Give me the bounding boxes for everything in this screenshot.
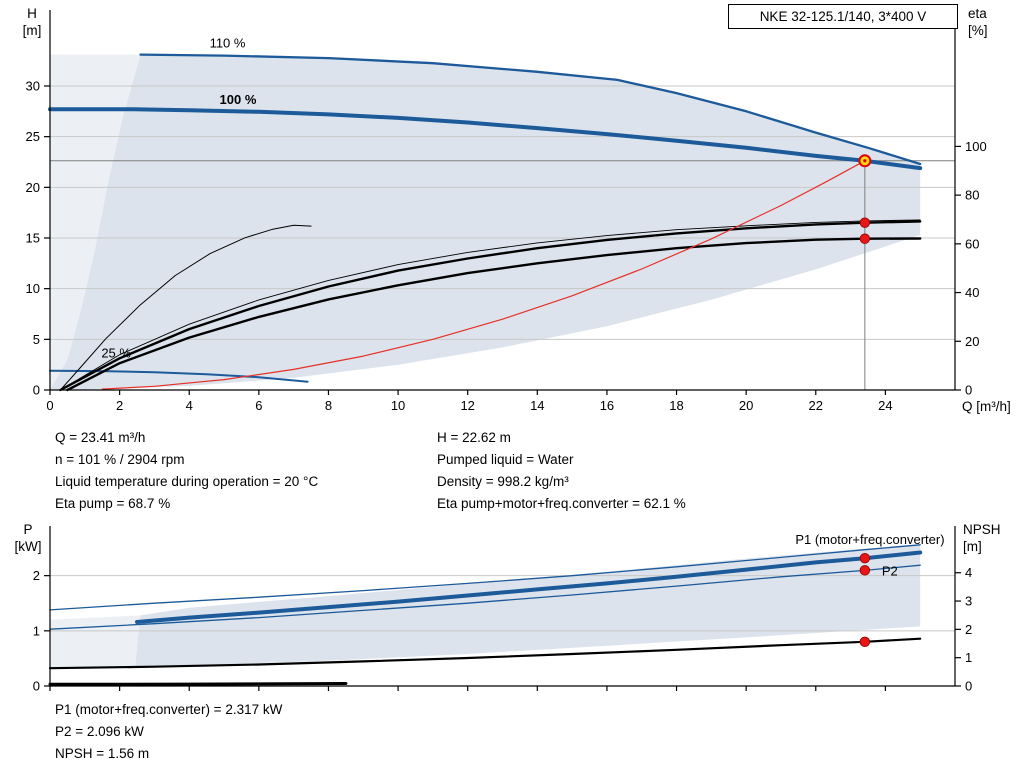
left-tick-label: 2 bbox=[33, 568, 40, 583]
right-tick-label: 3 bbox=[965, 594, 972, 609]
x-tick-label: 2 bbox=[116, 398, 123, 413]
p2-curve bbox=[49, 564, 921, 630]
x-tick-label: 18 bbox=[669, 398, 683, 413]
right-tick-label: 40 bbox=[965, 285, 979, 300]
right-tick-label: 0 bbox=[965, 679, 972, 694]
x-tick-label: 24 bbox=[878, 398, 892, 413]
p-upper-limit-curve bbox=[49, 544, 921, 611]
eta-axis-symbol: eta bbox=[968, 6, 987, 21]
info-line-density: Density = 998.2 kg/m³ bbox=[437, 474, 569, 489]
left-tick-label: 0 bbox=[33, 383, 40, 398]
p-axis-title: P [kW] bbox=[8, 521, 48, 555]
curve-label: 25 % bbox=[101, 346, 131, 361]
q-axis-title: Q [m³/h] bbox=[962, 398, 1011, 415]
power-info: P1 (motor+freq.converter) = 2.317 kW P2 … bbox=[55, 699, 282, 765]
npsh-axis-symbol: NPSH bbox=[963, 522, 1001, 537]
eta-pump-curve bbox=[59, 220, 922, 392]
left-tick-label: 15 bbox=[26, 231, 40, 246]
h-axis-title: H [m] bbox=[12, 5, 52, 39]
q-axis-label: Q [m³/h] bbox=[962, 399, 1011, 414]
right-tick-label: 2 bbox=[965, 622, 972, 637]
x-tick-label: 0 bbox=[46, 398, 53, 413]
curve-label: 110 % bbox=[210, 35, 246, 50]
info-line-n: n = 101 % / 2904 rpm bbox=[55, 452, 185, 467]
eta-axis-unit: [%] bbox=[968, 23, 988, 38]
curve-110pct bbox=[139, 53, 922, 166]
info-line-eta-pump: Eta pump = 68.7 % bbox=[55, 496, 171, 511]
right-tick-label: 80 bbox=[965, 188, 979, 203]
h-axis-symbol: H bbox=[27, 6, 37, 21]
duty-info-right: H = 22.62 m Pumped liquid = Water Densit… bbox=[437, 427, 686, 515]
eta-axis-title: eta [%] bbox=[968, 5, 988, 39]
left-tick-label: 20 bbox=[26, 180, 40, 195]
info-line-npsh: NPSH = 1.56 m bbox=[55, 746, 150, 761]
right-tick-label: 4 bbox=[965, 565, 972, 580]
system-curve bbox=[101, 160, 866, 390]
info-line-q: Q = 23.41 m³/h bbox=[55, 430, 146, 445]
right-tick-label: 100 bbox=[965, 139, 987, 154]
eta-reduced-curve bbox=[59, 224, 312, 391]
curve-label: P2 bbox=[882, 564, 898, 579]
pump-title-box: NKE 32-125.1/140, 3*400 V bbox=[728, 4, 958, 29]
right-tick-label: 0 bbox=[965, 383, 972, 398]
info-line-temperature: Liquid temperature during operation = 20… bbox=[55, 474, 319, 489]
duty-info-left: Q = 23.41 m³/h n = 101 % / 2904 rpm Liqu… bbox=[55, 427, 318, 515]
x-tick-label: 10 bbox=[391, 398, 405, 413]
left-tick-label: 25 bbox=[26, 129, 40, 144]
x-tick-label: 6 bbox=[255, 398, 262, 413]
left-tick-label: 1 bbox=[33, 623, 40, 638]
left-tick-label: 5 bbox=[33, 332, 40, 347]
right-tick-label: 60 bbox=[965, 236, 979, 251]
p-axis-unit: [kW] bbox=[14, 539, 42, 554]
x-tick-label: 16 bbox=[600, 398, 614, 413]
info-line-p2: P2 = 2.096 kW bbox=[55, 724, 144, 739]
left-tick-label: 30 bbox=[26, 79, 40, 94]
left-tick-label: 0 bbox=[33, 679, 40, 694]
npsh-point bbox=[859, 636, 871, 648]
curve-label: 100 % bbox=[220, 92, 257, 107]
h-axis-unit: [m] bbox=[22, 23, 42, 38]
x-tick-label: 22 bbox=[809, 398, 823, 413]
npsh-axis-title: NPSH [m] bbox=[963, 521, 1001, 555]
operating-envelope bbox=[50, 54, 921, 390]
power-npsh-chart: 0 1 2 0 1 2 3 4 P1 (motor+freq.converter) P2 bbox=[33, 526, 972, 694]
envelope-pale bbox=[50, 54, 141, 390]
pump-title: NKE 32-125.1/140, 3*400 V bbox=[759, 9, 927, 24]
eta-total-curve bbox=[66, 237, 922, 392]
power-envelope-pale bbox=[50, 615, 141, 670]
curve-100pct bbox=[48, 107, 923, 171]
eta-total-point bbox=[859, 233, 871, 244]
x-tick-label: 20 bbox=[739, 398, 753, 413]
right-tick-label: 20 bbox=[965, 334, 979, 349]
curve-label: P1 (motor+freq.converter) bbox=[795, 532, 944, 547]
power-envelope bbox=[135, 544, 921, 667]
p-axis-symbol: P bbox=[23, 522, 33, 537]
duty-point-center bbox=[863, 159, 867, 163]
p1-curve bbox=[135, 550, 923, 624]
info-line-eta-total: Eta pump+motor+freq.converter = 62.1 % bbox=[437, 496, 686, 511]
npsh-curve bbox=[48, 637, 922, 670]
eta-pump-point bbox=[859, 217, 871, 228]
npsh-axis-unit: [m] bbox=[963, 539, 982, 554]
info-line-h: H = 22.62 m bbox=[437, 430, 511, 445]
x-tick-label: 12 bbox=[460, 398, 474, 413]
info-line-liquid: Pumped liquid = Water bbox=[437, 452, 574, 467]
eta-thin-curve bbox=[59, 219, 921, 391]
npsh-low-flow-curve bbox=[48, 682, 348, 686]
p1-point bbox=[859, 552, 871, 564]
x-tick-label: 14 bbox=[530, 398, 544, 413]
p2-point bbox=[859, 565, 871, 576]
info-line-p1: P1 (motor+freq.converter) = 2.317 kW bbox=[55, 702, 283, 717]
x-tick-label: 4 bbox=[186, 398, 193, 413]
left-tick-label: 10 bbox=[26, 281, 40, 296]
right-tick-label: 1 bbox=[965, 650, 972, 665]
x-tick-label: 8 bbox=[325, 398, 332, 413]
